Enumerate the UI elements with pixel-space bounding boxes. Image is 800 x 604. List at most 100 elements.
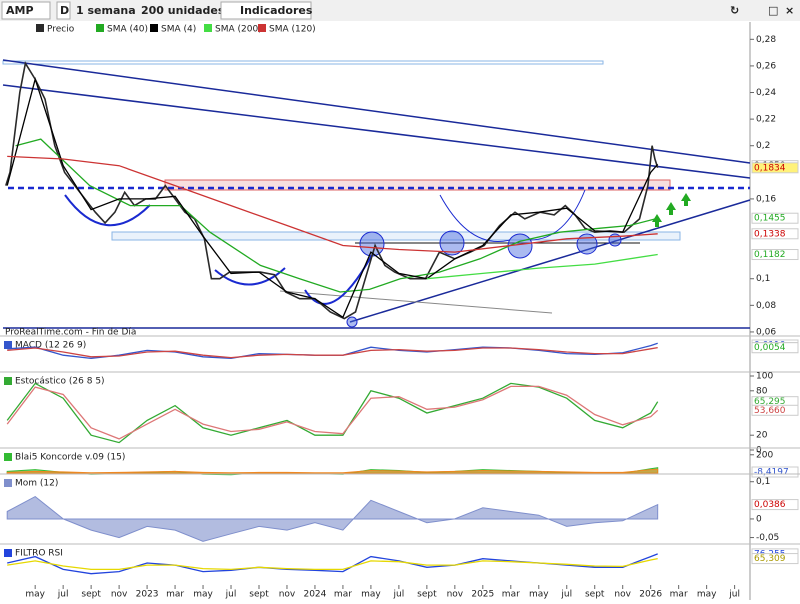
price-badge xyxy=(751,249,799,261)
price-badge-label: 0,1182 xyxy=(754,250,786,260)
arc xyxy=(439,194,511,242)
x-tick-label: mar xyxy=(670,590,688,600)
symbol[interactable]: AMP xyxy=(6,4,34,17)
x-tick-label: nov xyxy=(279,590,296,600)
x-tick-label: 2023 xyxy=(136,590,159,600)
x-tick-label: jul xyxy=(225,590,237,600)
y-tick-label: 80 xyxy=(756,386,768,396)
x-tick-label: sept xyxy=(417,590,437,600)
series-line xyxy=(426,253,658,280)
price-badge xyxy=(751,499,799,511)
arrow xyxy=(666,202,676,215)
x-tick-label: jul xyxy=(57,590,69,600)
d-button[interactable]: D xyxy=(60,4,69,17)
x-tick-label: nov xyxy=(447,590,464,600)
d-box[interactable] xyxy=(56,1,71,20)
series-line xyxy=(6,385,659,440)
trendline xyxy=(2,59,751,164)
price-badge-label: 0,0386 xyxy=(754,500,786,510)
price-badge-label: 0,1455 xyxy=(754,214,786,224)
trendline xyxy=(349,199,751,323)
x-tick-label: may xyxy=(697,590,717,600)
price-badge xyxy=(751,212,799,224)
price-badge-label: 65,309 xyxy=(754,554,786,564)
indicators-box[interactable] xyxy=(220,1,312,20)
series-line xyxy=(6,76,659,319)
y-tick-label: 0,2 xyxy=(756,141,770,151)
price-badge-label: -8,4197 xyxy=(754,468,789,478)
y-tick-label: 0,22 xyxy=(756,115,776,125)
price-badge-label: 0,1338 xyxy=(754,229,786,239)
legend-swatch xyxy=(150,24,158,32)
x-tick-label: 2025 xyxy=(471,590,494,600)
price-badge xyxy=(751,342,799,354)
panel-icon xyxy=(4,453,12,461)
panel-title: Estocástico (26 8 5) xyxy=(15,377,105,387)
area xyxy=(6,496,659,542)
x-tick-label: 2024 xyxy=(303,590,326,600)
toolbar-bg xyxy=(0,0,800,21)
series-line xyxy=(7,155,658,253)
y-tick-label: 0,06 xyxy=(756,327,776,337)
resistance-band xyxy=(2,60,604,65)
price-badge-label: 65,295 xyxy=(754,397,786,407)
price-badge-label: 0,1834 xyxy=(754,163,786,173)
x-tick-label: nov xyxy=(111,590,128,600)
zone xyxy=(111,231,681,241)
period[interactable]: 1 semana xyxy=(76,4,136,17)
panel-icon xyxy=(4,549,12,557)
y-tick-label: 0,1 xyxy=(756,274,770,284)
x-tick-label: 2026 xyxy=(639,590,662,600)
x-tick-label: mar xyxy=(166,590,184,600)
arrow xyxy=(652,214,662,227)
x-tick-label: sept xyxy=(81,590,101,600)
panel-title: FILTRO RSI xyxy=(15,549,63,559)
x-tick-label: mar xyxy=(334,590,352,600)
legend-label: SMA (120) xyxy=(269,25,316,35)
trendline xyxy=(279,290,553,314)
price-badge xyxy=(751,228,799,240)
trendline xyxy=(2,84,751,179)
legend-swatch xyxy=(258,24,266,32)
panel-icon xyxy=(4,341,12,349)
panel-title: MACD (12 26 9) xyxy=(15,341,86,351)
x-tick-label: may xyxy=(193,590,213,600)
arrow xyxy=(681,193,691,206)
price-badge xyxy=(751,466,799,478)
legend-label: Precio xyxy=(47,25,75,35)
units[interactable]: 200 unidades xyxy=(141,4,225,17)
x-tick-label: jul xyxy=(560,590,572,600)
refresh-icon[interactable]: ↻ xyxy=(730,4,739,17)
arc xyxy=(214,267,286,286)
legend-swatch xyxy=(204,24,212,32)
y-tick-label: 0,08 xyxy=(756,301,776,311)
x-tick-label: may xyxy=(361,590,381,600)
x-tick-label: jul xyxy=(393,590,405,600)
toolbar: AMP D 1 semana 200 unidades Indicadores … xyxy=(0,0,800,21)
y-tick-label: 0 xyxy=(756,514,762,524)
y-tick-label: 0,16 xyxy=(756,194,776,204)
x-tick-label: sept xyxy=(249,590,269,600)
price-badge xyxy=(751,553,799,565)
arc xyxy=(529,189,586,241)
symbol-box[interactable] xyxy=(1,1,51,20)
x-tick-label: sept xyxy=(585,590,605,600)
y-tick-label: 0,26 xyxy=(756,61,776,71)
legend-swatch xyxy=(36,24,44,32)
panel-icon xyxy=(4,479,12,487)
legend-label: SMA (40) xyxy=(107,25,148,35)
y-tick-label: -0,05 xyxy=(756,533,779,543)
x-tick-label: nov xyxy=(614,590,631,600)
series-line xyxy=(5,61,659,320)
series-line xyxy=(7,553,658,575)
marker-circle xyxy=(346,316,358,328)
y-tick-label: 200 xyxy=(756,450,773,460)
restore-icon[interactable]: □ xyxy=(768,4,778,17)
series-line xyxy=(7,346,658,359)
y-tick-label: 100 xyxy=(756,372,773,382)
y-tick-label: 0 xyxy=(756,446,762,456)
indicators[interactable]: Indicadores xyxy=(240,4,313,17)
legend-label: SMA (200) xyxy=(215,25,262,35)
price-badge-label: 53,660 xyxy=(754,406,786,416)
close-icon[interactable]: × xyxy=(785,4,794,17)
